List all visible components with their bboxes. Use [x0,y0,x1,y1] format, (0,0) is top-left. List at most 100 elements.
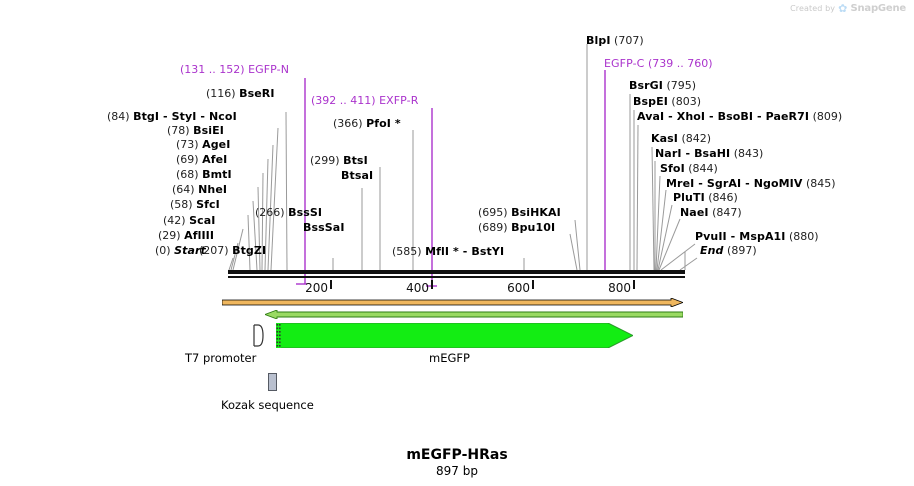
site-name: BtsI [343,154,368,167]
site-name: BssSI [288,206,323,219]
page-title: mEGFP-HRas [406,447,508,463]
site-label-bseri: (116) BseRI [206,88,275,99]
feature-label-megfp: mEGFP [429,351,470,365]
site-position: (689) [478,221,508,234]
site-label-bsiei: (78) BsiEI [167,125,224,136]
site-position: (84) [107,110,130,123]
feature-promoter-t7[interactable] [252,324,265,347]
site-position: (69) [176,153,199,166]
site-position: (68) [176,168,199,181]
ruler-label-600: 600 [507,281,530,295]
site-label-sfoi: SfoI (844) [660,163,718,174]
site-label-sfci: (58) SfcI [170,199,220,210]
site-position: (0) [155,244,171,257]
site-name: BmtI [202,168,232,181]
site-label-btsi: (299) BtsI [310,155,368,166]
site-name: BspEI [633,95,668,108]
feature-label-kozak-sequence: Kozak sequence [221,398,314,412]
site-name: BssSaI [303,221,345,234]
site-position: (42) [163,214,186,227]
site-name: MreI - SgrAI - NgoMIV [666,177,803,190]
site-name: KasI [651,132,678,145]
site-name: Bpu10I [511,221,556,234]
site-position: (585) [392,245,422,258]
feature-label-t7-promoter: T7 promoter [185,351,257,365]
site-position: (843) [733,147,764,160]
site-position: (29) [158,229,181,242]
site-position: (803) [671,95,702,108]
ruler-tick-400 [431,280,433,289]
site-name: SfoI [660,162,685,175]
site-name: AvaI - XhoI - BsoBI - PaeR7I [637,110,810,123]
site-label-bsssai: BssSaI [303,222,345,233]
site-position: (847) [712,206,742,219]
site-label-start: (0) Start [155,245,206,256]
site-name: AflIII [184,229,215,242]
snapgene-brand-label: SnapGene [850,3,906,14]
primer-label-egfp-n: (131 .. 152) EGFP-N [180,64,289,75]
site-label-bsssi: (266) BssSI [255,207,322,218]
site-position: (846) [708,191,738,204]
site-name: SfcI [196,198,220,211]
reverse-primer-track-arrow[interactable] [265,310,683,319]
primer-label-exfp-r: (392 .. 411) EXFP-R [311,95,418,106]
feature-kozak-sequence[interactable] [268,373,277,391]
ruler-label-400: 400 [406,281,429,295]
site-label-btsai: BtsaI [341,170,373,181]
site-position: (707) [614,34,644,47]
site-position: (795) [666,79,697,92]
sequence-backbone[interactable] [228,270,685,274]
site-name: PfoI * [366,117,401,130]
site-name: MflI * - BstYI [425,245,505,258]
feature-arrow-megfp[interactable] [276,323,633,348]
primer-name: EXFP-R [379,94,419,107]
site-name: BtsaI [341,169,374,182]
site-position: (845) [806,177,836,190]
site-name: BtgZI [232,244,267,257]
site-name: BlpI [586,34,611,47]
ruler-tick-600 [532,280,534,289]
site-position: (207) [199,244,229,257]
site-position: (844) [688,162,718,175]
site-name: BseRI [239,87,275,100]
site-position: (809) [812,110,843,123]
site-label-bsrgi: BsrGI (795) [629,80,696,91]
site-position: (880) [789,230,819,243]
primer-range: (739 .. 760) [647,57,713,70]
primer-range: (392 .. 411) [311,94,376,107]
site-name: BsiEI [193,124,224,137]
site-position: (58) [170,198,193,211]
site-label-pfoi: (366) PfoI * [333,118,401,129]
site-position: (842) [681,132,712,145]
forward-primer-track-arrow[interactable] [222,298,683,307]
site-position: (78) [167,124,190,137]
site-label-btgzi: (207) BtgZI [199,245,266,256]
site-label-kasi: KasI (842) [651,133,711,144]
ruler-tick-200 [330,280,332,289]
site-position: (64) [172,183,195,196]
site-label-mrei-sgrai-ngomiv: MreI - SgrAI - NgoMIV (845) [666,178,836,189]
primer-name: EGFP-N [248,63,290,76]
ruler-label-200: 200 [305,281,328,295]
site-name: NheI [198,183,228,196]
site-label-pvuii-mspa1i: PvuII - MspA1I (880) [695,231,819,242]
site-name: BtgI - StyI - NcoI [133,110,237,123]
site-name: PvuII - MspA1I [695,230,786,243]
site-position: (897) [727,244,757,257]
site-label-bspei: BspEI (803) [633,96,701,107]
site-position: (73) [176,138,199,151]
site-name: BsiHKAI [511,206,561,219]
site-name: Start [174,244,206,257]
site-label-bpu10i: (689) Bpu10I [478,222,555,233]
site-position: (299) [310,154,340,167]
site-name: AgeI [202,138,231,151]
site-label-blpi: BlpI (707) [586,35,644,46]
site-position: (366) [333,117,363,130]
site-position: (266) [255,206,285,219]
site-name: NaeI [680,206,709,219]
site-label-mfli-bstyi: (585) MflI * - BstYI [392,246,504,257]
snapgene-credit: Created by ✿ SnapGene [790,3,906,14]
primer-range: (131 .. 152) [180,63,245,76]
